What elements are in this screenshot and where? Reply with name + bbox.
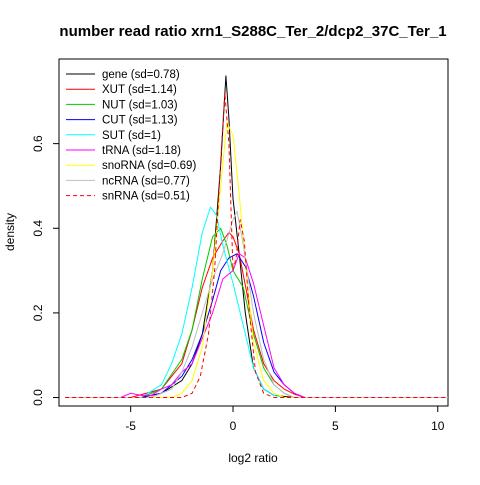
density-line-series-4: [65, 206, 448, 398]
x-axis: -5 0 5 10: [125, 405, 445, 433]
density-line-series-8: [65, 92, 448, 398]
density-line-series-7: [65, 210, 448, 398]
density-line-series-5: [65, 253, 448, 398]
legend-label-6: snoRNA (sd=0.69): [102, 160, 196, 172]
x-tick-label: 10: [431, 419, 445, 433]
legend-label-7: ncRNA (sd=0.77): [102, 175, 190, 187]
x-axis-label: log2 ratio: [228, 451, 278, 465]
legend-label-0: gene (sd=0.78): [102, 69, 180, 81]
y-tick-label: 0.6: [31, 135, 45, 152]
legend-label-1: XUT (sd=1.14): [102, 84, 177, 96]
x-tick-label: 5: [332, 419, 339, 433]
density-line-series-2: [65, 227, 448, 398]
y-tick-label: 0.2: [31, 304, 45, 321]
legend: gene (sd=0.78) XUT (sd=1.14) NUT (sd=1.03)…: [66, 69, 196, 203]
legend-label-4: SUT (sd=1): [102, 130, 161, 142]
chart-title: number read ratio xrn1_S288C_Ter_2/dcp2_…: [59, 23, 446, 40]
x-tick-label: -5: [125, 419, 136, 433]
legend-label-5: tRNA (sd=1.18): [102, 145, 181, 157]
density-line-series-6: [65, 122, 448, 398]
y-axis-label: density: [3, 213, 17, 251]
series-lines: [65, 75, 448, 398]
legend-label-8: snRNA (sd=0.51): [102, 191, 190, 203]
legend-label-2: NUT (sd=1.03): [102, 99, 178, 111]
y-tick-label: 0.0: [31, 389, 45, 406]
y-axis: 0.0 0.2 0.4 0.6: [31, 135, 60, 406]
legend-label-3: CUT (sd=1.13): [102, 115, 178, 127]
x-tick-label: 0: [230, 419, 237, 433]
density-line-series-1: [65, 232, 448, 398]
y-tick-label: 0.4: [31, 220, 45, 237]
